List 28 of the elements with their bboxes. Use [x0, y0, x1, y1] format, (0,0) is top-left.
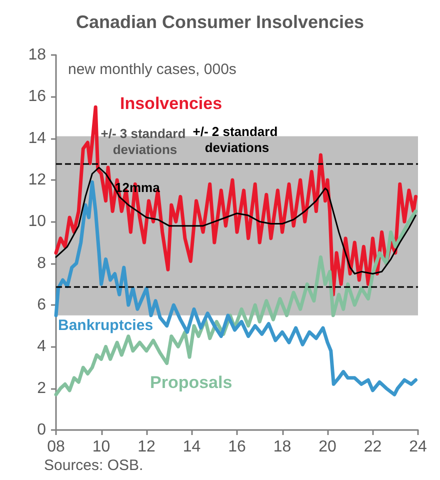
- x-tick-label: 24: [409, 438, 427, 456]
- x-tick-label: 14: [182, 438, 201, 456]
- series-label: Bankruptcies: [58, 317, 154, 334]
- y-tick-label: 10: [28, 213, 46, 230]
- y-tick-label: 18: [28, 46, 46, 64]
- band-label: +/- 3 standard deviations: [100, 126, 190, 157]
- y-tick-label: 6: [37, 296, 46, 314]
- y-tick-label: 2: [37, 380, 46, 397]
- y-tick-label: 16: [28, 88, 46, 106]
- x-tick-label: 20: [318, 438, 336, 456]
- series-label: Proposals: [150, 373, 232, 392]
- y-tick-label: 4: [37, 338, 46, 356]
- y-tick-label: 8: [37, 254, 46, 272]
- x-tick-label: 12: [138, 438, 156, 456]
- line-series: [55, 166, 416, 274]
- x-tick-label: 16: [228, 438, 246, 456]
- annotation: new monthly cases, 000s: [68, 61, 236, 78]
- x-tick-label: 22: [364, 438, 382, 456]
- chart-title: Canadian Consumer Insolvencies: [76, 12, 364, 32]
- y-tick-label: 12: [28, 172, 46, 188]
- x-tick-label: 18: [273, 438, 292, 456]
- x-tick-label: 10: [92, 438, 110, 456]
- ref-line-label: +/- 2 standard deviations: [192, 124, 282, 155]
- y-tick-label: 0: [37, 422, 46, 438]
- series-label: Insolvencies: [120, 94, 222, 113]
- source-note: Sources: OSB.: [44, 457, 144, 474]
- x-tick-label: 08: [47, 438, 65, 456]
- y-tick-label: 14: [28, 130, 46, 147]
